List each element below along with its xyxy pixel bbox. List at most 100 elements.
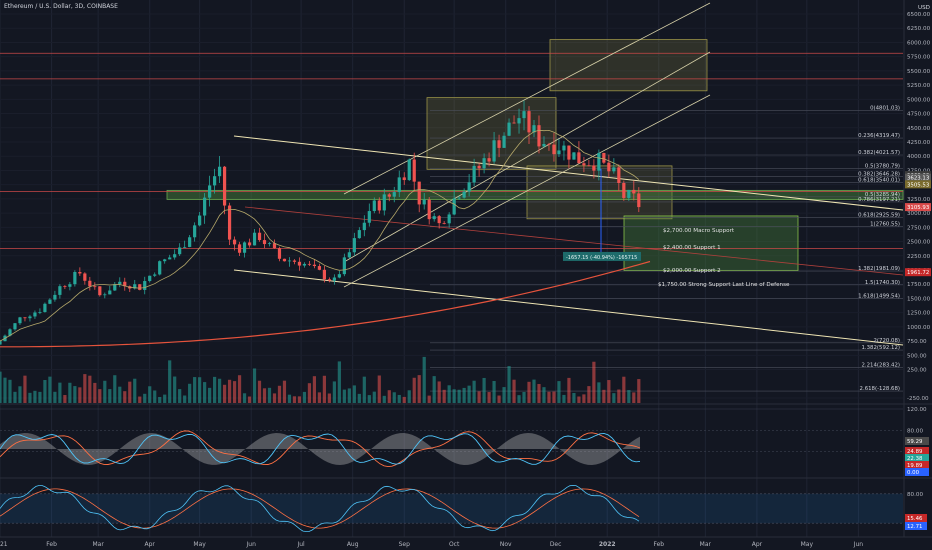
candle-body: [627, 189, 631, 198]
candle-body: [377, 200, 381, 211]
candle-body: [407, 159, 411, 181]
volume-bar: [392, 392, 396, 403]
volume-bar: [63, 395, 67, 403]
osc2-tag-label: 15.46: [907, 516, 923, 522]
osc1-line-b: [0, 430, 641, 468]
volume-bar: [512, 379, 516, 403]
osc1-tick: 120.00: [907, 407, 927, 413]
candle-body: [98, 286, 102, 296]
candle-body: [267, 243, 272, 245]
osc1-tag: [905, 454, 929, 462]
candle-body: [392, 192, 396, 197]
volume-bar: [302, 391, 307, 403]
candle-body: [13, 323, 17, 330]
volume-bar: [123, 391, 127, 403]
volume-bar: [602, 389, 606, 403]
y-tick-label: 5250.00: [907, 83, 931, 89]
osc1-tag-label: 19.89: [907, 463, 923, 469]
candle-body: [582, 163, 586, 166]
volume-bar: [627, 390, 631, 403]
candle-body: [138, 284, 142, 290]
volume-bar: [637, 379, 641, 403]
channel-middle: [343, 51, 711, 263]
volume-bar: [507, 366, 511, 403]
candle-body: [467, 182, 471, 192]
volume-bar: [8, 379, 12, 403]
candle-body: [622, 182, 626, 198]
volume-bar: [83, 374, 87, 403]
y-tick-label: 1500.00: [907, 296, 931, 302]
osc2-tag: [905, 514, 927, 522]
volume-bar: [232, 381, 237, 403]
candle-body: [567, 145, 571, 160]
y-tick-label: 5750.00: [907, 55, 931, 61]
fib-label: 1.618(1499.54): [858, 293, 900, 299]
volume-bar: [143, 393, 147, 403]
candle-body: [33, 312, 37, 317]
candle-body: [422, 199, 426, 205]
candle-body: [178, 247, 182, 255]
fib-label: 0.382(4021.57): [858, 150, 900, 156]
osc1-tag: [905, 468, 929, 476]
candle-body: [317, 266, 322, 270]
osc2-tag-label: 12.71: [907, 524, 922, 530]
candle-body: [193, 225, 197, 238]
volume-bar: [312, 376, 317, 403]
candle-body: [28, 316, 32, 319]
volume-bar: [402, 396, 406, 403]
x-tick-label: Feb: [46, 541, 57, 548]
volume-bar: [497, 395, 501, 403]
volume-bar: [3, 377, 7, 403]
trendlines: [233, 2, 904, 346]
candle-body: [347, 252, 351, 258]
projection-box: [549, 39, 708, 92]
downtrend-upper: [233, 135, 904, 211]
price-tag-label: 3505.53: [907, 182, 929, 188]
candle-body: [487, 158, 491, 162]
candle-body: [492, 140, 496, 162]
volume-bar: [367, 395, 371, 403]
volume-bar: [397, 394, 401, 403]
x-tick-label: 2022: [599, 541, 616, 548]
candle-body: [18, 317, 22, 324]
volume-bar: [88, 375, 92, 403]
fib-label: 0.5(3780.79): [865, 164, 900, 170]
y-tick-label: 3000.00: [907, 211, 931, 217]
candle-body: [457, 197, 461, 199]
volume-bar: [292, 396, 297, 403]
y-tick-label: 2750.00: [907, 225, 931, 231]
y-tick-label: 1250.00: [907, 311, 931, 317]
volume-bar: [252, 368, 257, 403]
fib-label: 0.5(3285.94): [865, 192, 900, 198]
volume-bar: [382, 395, 386, 403]
volume-bars: [0, 356, 641, 403]
volume-bar: [457, 389, 461, 403]
fib-label: 0.618(2925.59): [858, 212, 900, 218]
volume-bar: [357, 393, 361, 403]
candle-body: [252, 232, 257, 246]
volume-bar: [168, 360, 172, 403]
y-tick-label: 4500.00: [907, 126, 931, 132]
y-tick-label: 2500.00: [907, 240, 931, 246]
candle-body: [532, 125, 536, 133]
candle-body: [227, 205, 232, 240]
candle-body: [53, 294, 57, 300]
candle-body: [123, 281, 127, 287]
volume-bar: [237, 375, 242, 403]
candle-body: [203, 197, 207, 216]
candle-body: [402, 177, 406, 181]
volume-bar: [193, 377, 197, 403]
fib-label: 0.236(4319.47): [858, 133, 900, 139]
volume-bar: [327, 393, 331, 403]
candle-body: [342, 257, 346, 275]
downtrend-lower: [233, 269, 904, 346]
candle-body: [367, 211, 371, 223]
candle-body: [38, 312, 42, 313]
volume-bar: [592, 361, 596, 403]
candle-body: [542, 143, 546, 147]
candle-body: [547, 143, 551, 145]
candle-body: [387, 194, 391, 197]
horizontal-levels: [0, 52, 903, 392]
volume-bar: [203, 382, 207, 403]
